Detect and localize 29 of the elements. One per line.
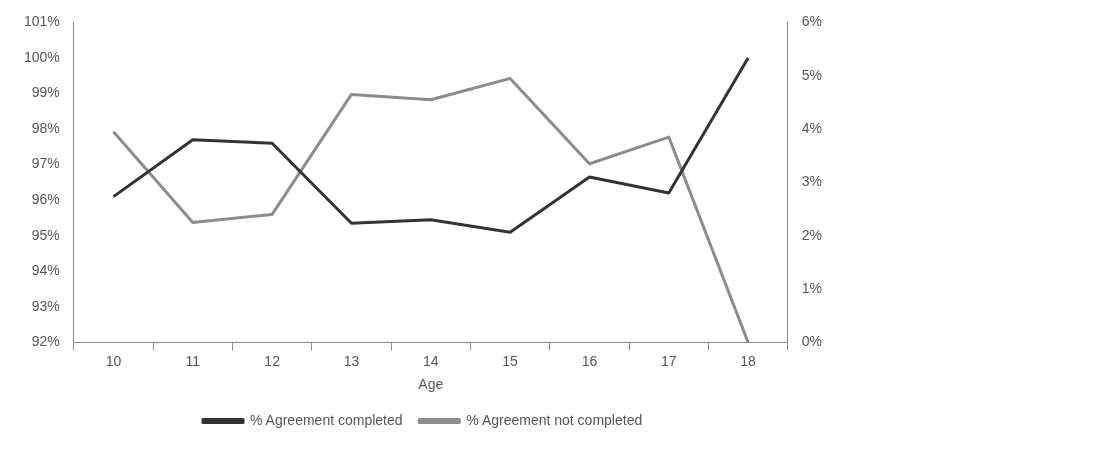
legend-label: % Agreement not completed [466, 411, 643, 428]
y-tick-label: 92% [31, 333, 60, 350]
y-tick-label: 98% [31, 119, 60, 136]
y2-tick-label: 4% [801, 119, 822, 136]
y-tick-label: 100% [23, 48, 60, 65]
y-tick-label: 99% [31, 84, 60, 101]
x-tick-label: 16 [581, 352, 598, 369]
y-tick-label: 96% [31, 191, 60, 208]
y-tick-label: 95% [31, 226, 60, 243]
y-tick-label: 97% [31, 155, 60, 172]
x-axis-title: Age [418, 376, 444, 393]
x-tick-label: 10 [105, 352, 122, 369]
x-tick-label: 14 [423, 352, 439, 369]
y2-tick-label: 6% [801, 13, 822, 30]
x-tick-label: 11 [185, 352, 201, 369]
y2-tick-label: 2% [801, 226, 822, 243]
legend-label: % Agreement completed [250, 411, 403, 428]
y-tick-label: 94% [31, 262, 60, 279]
x-tick-label: 18 [740, 352, 757, 369]
y2-tick-label: 1% [801, 279, 822, 296]
y-tick-label: 93% [31, 297, 60, 314]
y2-tick-label: 3% [801, 173, 822, 190]
y-tick-label: 101% [23, 13, 60, 30]
x-tick-label: 12 [264, 352, 281, 369]
x-tick-label: 13 [343, 352, 360, 369]
y2-tick-label: 5% [801, 66, 822, 83]
x-tick-label: 17 [660, 352, 677, 369]
x-tick-label: 15 [502, 352, 519, 369]
y2-tick-label: 0% [801, 333, 822, 350]
